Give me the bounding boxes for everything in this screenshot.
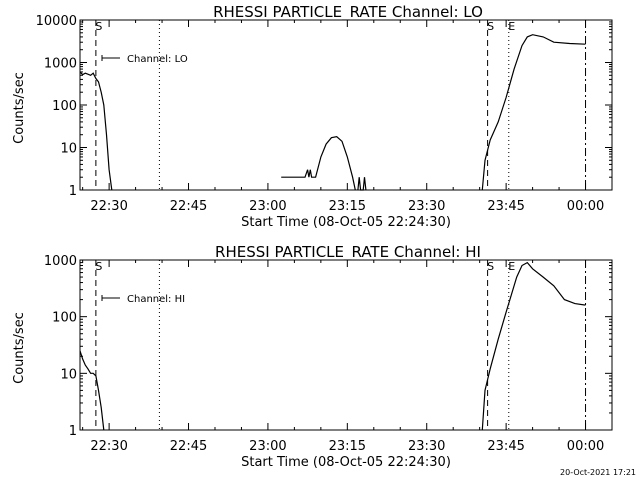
hi-event-marker-label: S — [95, 260, 102, 273]
lo-x-tick-label: 23:30 — [408, 199, 445, 214]
lo-x-tick-label: 22:30 — [90, 199, 127, 214]
hi-y-tick-label: 1 — [69, 424, 77, 439]
hi-y-tick-label: 1000 — [44, 254, 77, 269]
lo-x-axis-label: Start Time (08-Oct-05 22:24:30) — [241, 215, 451, 230]
hi-x-tick-label: 22:45 — [170, 439, 207, 454]
lo-y-axis-label: Counts/sec — [12, 72, 27, 144]
hi-x-tick-label: 00:00 — [567, 439, 604, 454]
hi-x-tick-label: 22:30 — [90, 439, 127, 454]
lo-y-tick-label: 100 — [52, 99, 77, 114]
lo-x-tick-label: 22:45 — [170, 199, 207, 214]
hi-event-marker-label: S — [487, 260, 494, 273]
hi-y-tick-label: 10 — [60, 367, 77, 382]
hi-x-axis-label: Start Time (08-Oct-05 22:24:30) — [241, 455, 451, 470]
lo-x-tick-label: 00:00 — [567, 199, 604, 214]
hi-channel-panel: RHESSI PARTICLE_RATE Channel: HI Start T… — [12, 243, 613, 470]
lo-legend-label: Channel: LO — [127, 54, 188, 65]
lo-y-tick-label: 1 — [69, 184, 77, 199]
hi-plot-frame — [79, 259, 613, 431]
hi-x-tick-label: 23:00 — [249, 439, 286, 454]
hi-rate-line — [79, 350, 105, 431]
hi-y-tick-label: 100 — [52, 311, 77, 326]
hi-panel-title: RHESSI PARTICLE_RATE Channel: HI — [215, 243, 481, 262]
hi-event-marker-label: E — [508, 260, 515, 273]
lo-channel-panel: RHESSI PARTICLE_RATE Channel: LO Start T… — [12, 3, 613, 230]
hi-rate-line — [481, 261, 586, 431]
hi-y-axis-label: Counts/sec — [12, 312, 27, 384]
timestamp: 20-Oct-2021 17:21 — [560, 468, 636, 477]
lo-y-tick-label: 10000 — [36, 14, 77, 29]
lo-event-marker-label: S — [95, 20, 102, 33]
hi-legend-label: Channel: HI — [127, 294, 185, 305]
lo-event-marker-label: S — [487, 20, 494, 33]
lo-x-tick-label: 23:45 — [487, 199, 524, 214]
lo-rate-line — [481, 34, 586, 191]
lo-rate-line — [79, 71, 113, 191]
lo-rate-line — [357, 177, 367, 191]
lo-panel-title: RHESSI PARTICLE_RATE Channel: LO — [213, 3, 483, 22]
lo-y-tick-label: 10 — [60, 142, 77, 157]
hi-x-tick-label: 23:30 — [408, 439, 445, 454]
lo-x-tick-label: 23:00 — [249, 199, 286, 214]
lo-y-tick-label: 1000 — [44, 57, 77, 72]
hi-x-tick-label: 23:45 — [487, 439, 524, 454]
lo-rate-line — [281, 136, 356, 191]
hi-x-tick-label: 23:15 — [329, 439, 366, 454]
lo-x-tick-label: 23:15 — [329, 199, 366, 214]
lo-event-marker-label: E — [508, 20, 515, 33]
